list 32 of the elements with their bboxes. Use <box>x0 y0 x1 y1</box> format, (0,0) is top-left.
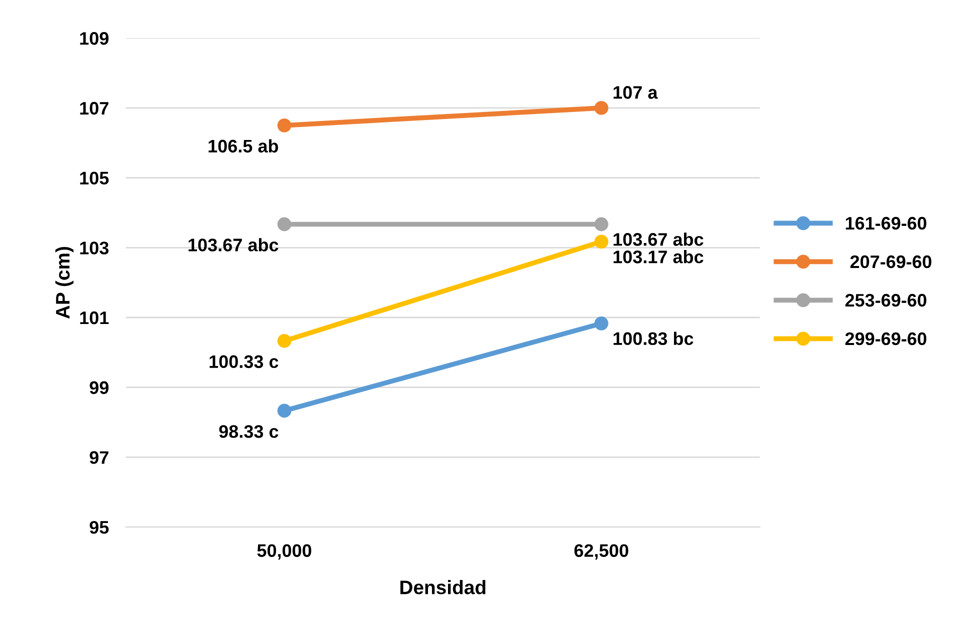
point <box>594 316 608 330</box>
legend-label: 161-69-60 <box>846 216 926 230</box>
data-label: 100.83 bc <box>614 332 694 346</box>
y-axis-title: AP (cm) <box>55 246 74 319</box>
point <box>594 217 608 232</box>
x-tick-label: 62,500 <box>574 544 628 560</box>
y-tick-label: 95 <box>90 520 109 534</box>
data-label: 98.33 c <box>219 425 278 438</box>
y-tick-label: 101 <box>80 311 109 324</box>
y-tick-label: 97 <box>90 451 108 464</box>
y-tick-label: 109 <box>80 32 109 45</box>
data-label: 100.33 c <box>210 355 278 368</box>
point <box>277 334 292 348</box>
y-tick-label: 99 <box>90 381 109 394</box>
y-tick-label: 105 <box>80 172 109 185</box>
x-tick-label: 50,000 <box>257 544 312 560</box>
point <box>594 234 608 249</box>
data-label: 106.5 ab <box>208 139 278 153</box>
legend-label: 207-69-60 <box>850 255 932 268</box>
data-label: 103.67 abc <box>188 238 278 252</box>
legend-label: 253-69-60 <box>845 294 926 307</box>
point <box>594 101 608 115</box>
point <box>277 217 292 232</box>
y-tick-label: 103 <box>80 242 109 254</box>
data-label: 107 a <box>614 86 658 99</box>
data-label: 103.17 abc <box>614 250 704 264</box>
x-axis-title: Densidad <box>400 580 486 594</box>
point <box>277 118 292 132</box>
legend-label: 299-69-60 <box>845 332 926 346</box>
y-tick-label: 107 <box>80 102 108 115</box>
data-label: 103.67 abc <box>614 232 704 246</box>
point <box>277 404 292 418</box>
